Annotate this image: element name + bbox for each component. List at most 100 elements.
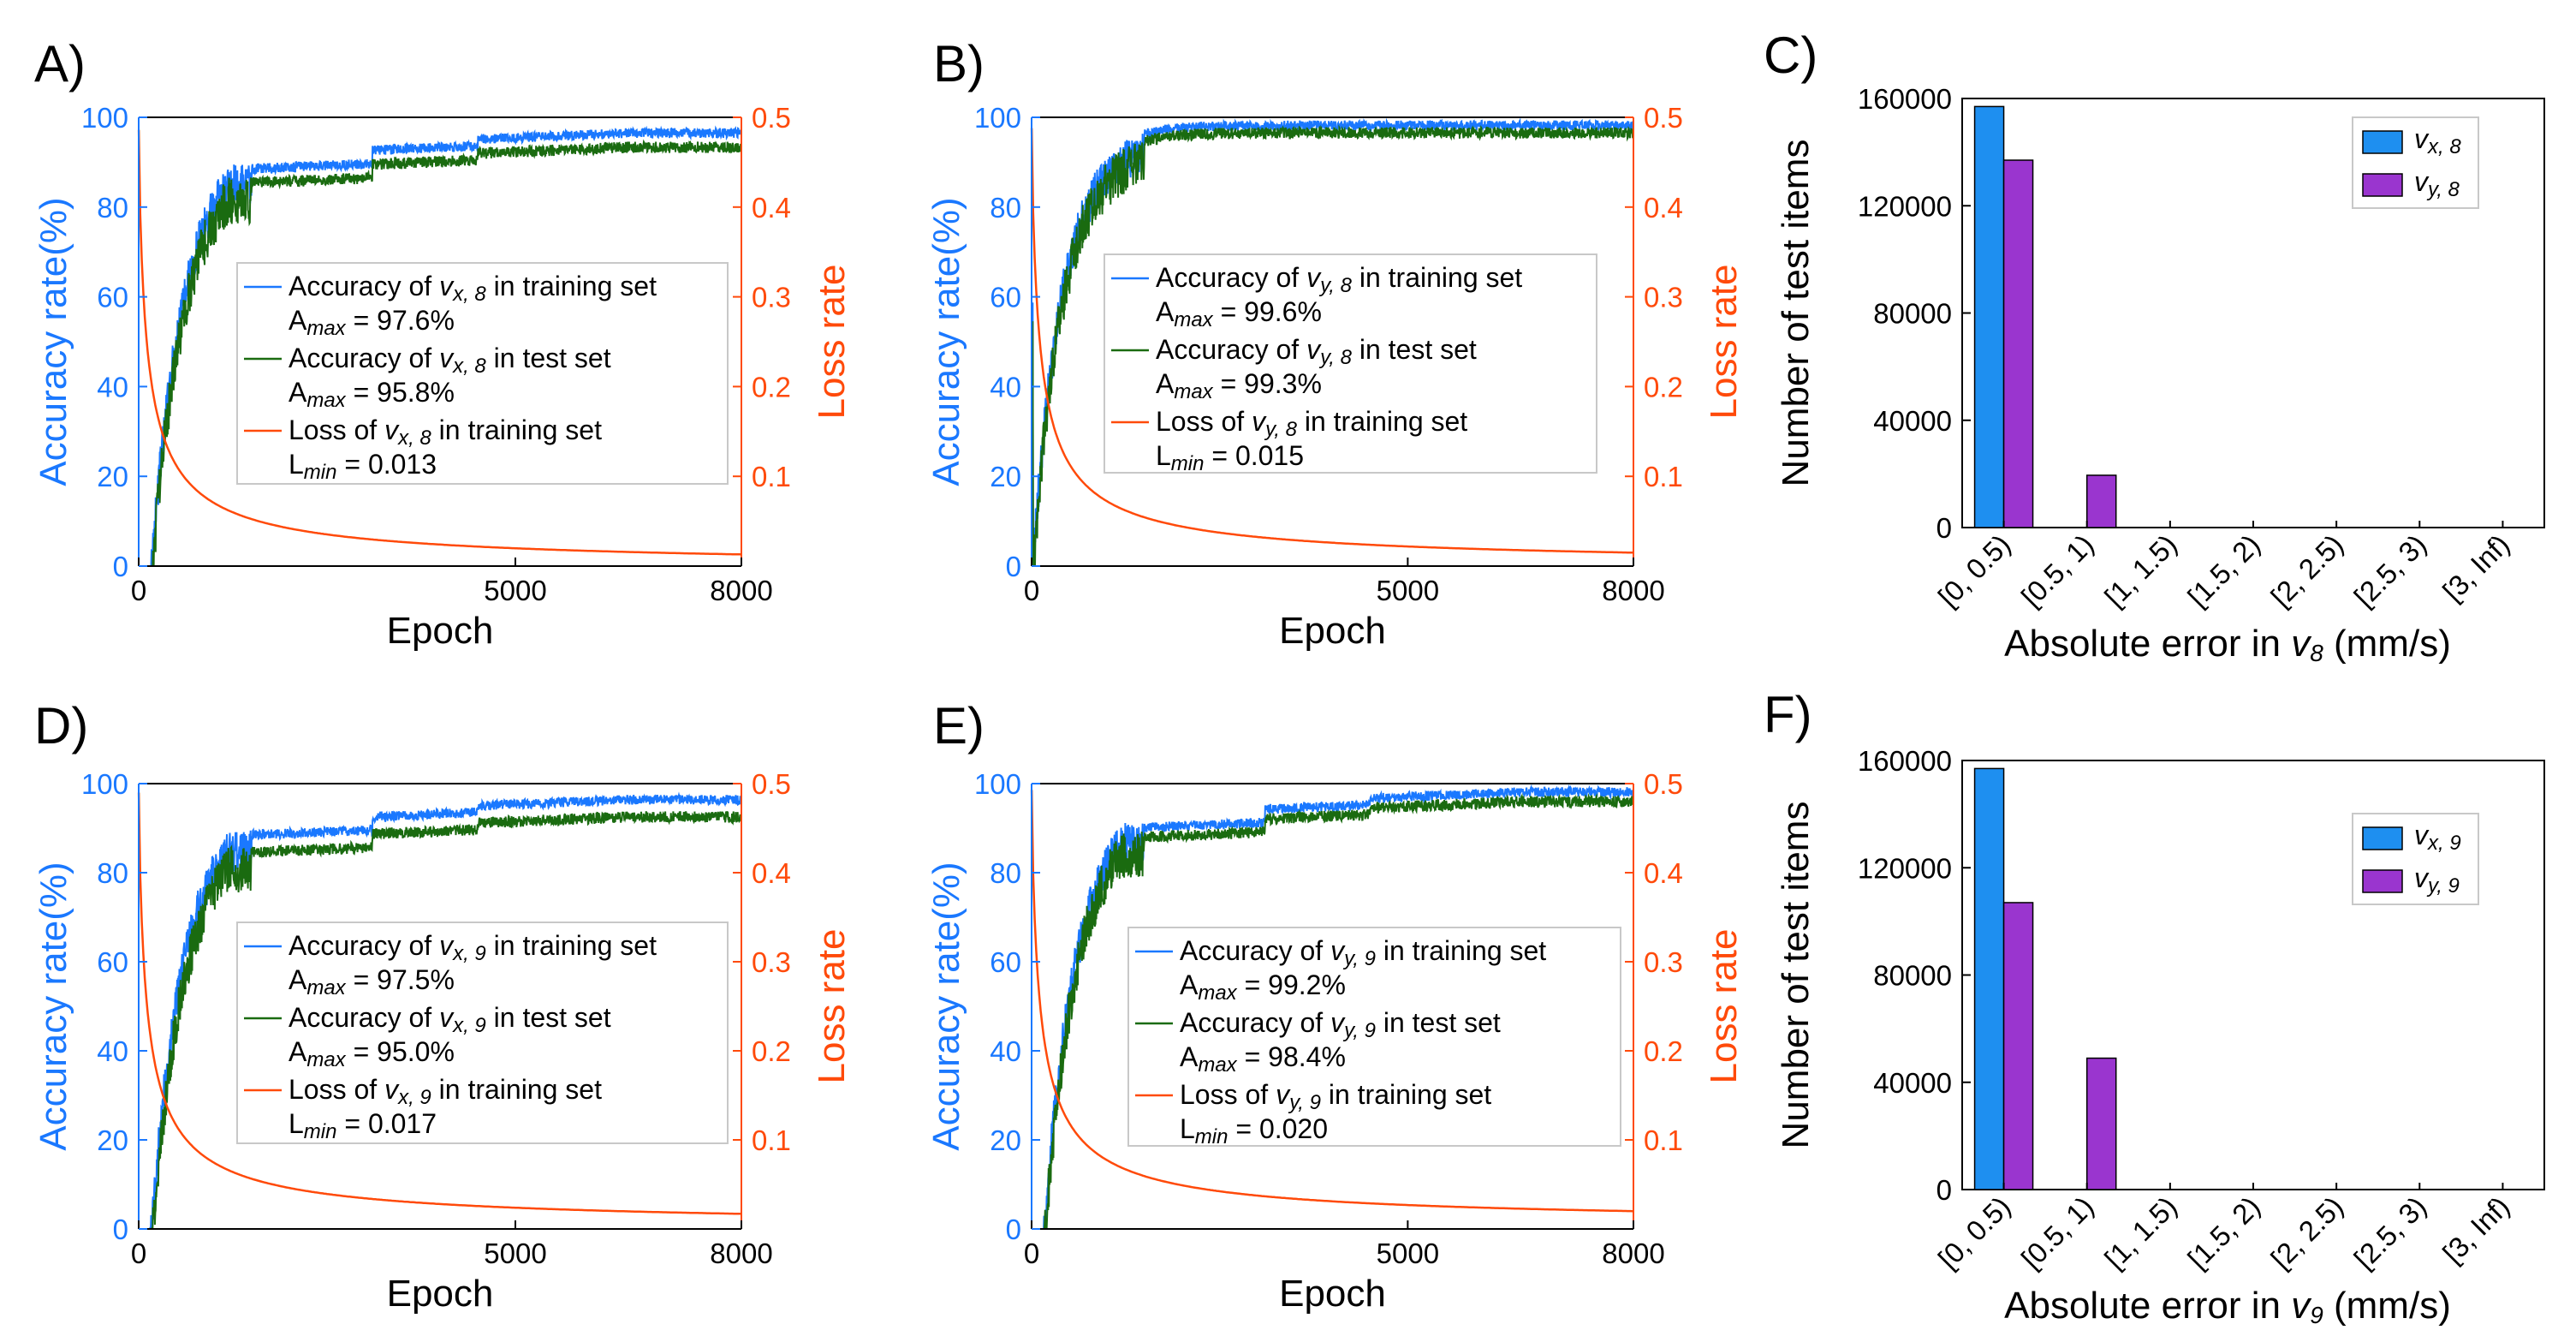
x-tick-label: [2, 2.5)	[2264, 1190, 2349, 1275]
legend-text: A	[289, 964, 307, 995]
x-tick-label: 0	[131, 575, 146, 606]
x-tick-label: 0	[1024, 1238, 1039, 1269]
y-left-tick-label: 0	[1006, 1214, 1021, 1245]
y-right-tick-label: 0.3	[1644, 282, 1683, 313]
legend-variable: v	[2414, 820, 2430, 850]
legend-subscript: y, 8	[2426, 178, 2460, 201]
legend-variable: v	[2414, 862, 2430, 893]
legend-subscript: min	[304, 1120, 337, 1143]
axis-title-text: Absolute error in	[2004, 623, 2291, 665]
panel-label: B)	[933, 35, 985, 92]
legend-subscript: max	[306, 976, 346, 999]
legend-entry-stat: Lmin = 0.017	[289, 1108, 437, 1143]
y-tick-label: 40000	[1873, 405, 1952, 437]
legend: vx, 8vy, 8	[2352, 116, 2479, 209]
x-tick-label: 0	[1024, 575, 1039, 606]
y-right-tick-label: 0.3	[752, 946, 791, 978]
y-left-axis-title: Accuracy rate(%)	[33, 197, 74, 486]
x-tick-label: 8000	[710, 1238, 772, 1269]
y-right-tick-label: 0.1	[1644, 461, 1683, 492]
panel-d: D) 0 5000 8000 0 20 40 60 80 100 0.1 0.2 0.3 0.4 0.5 Ep…	[33, 697, 853, 1315]
legend-entry-label: Loss of vx, 8 in training set	[289, 415, 602, 450]
legend-entry-stat: Amax = 95.8%	[289, 377, 455, 412]
legend-subscript: y, 8	[1318, 274, 1353, 297]
legend-entry-label: Accuracy of vx, 8 in test set	[289, 343, 611, 378]
legend-subscript: x, 9	[452, 942, 486, 965]
legend-variable: v	[1252, 406, 1267, 437]
legend-text: in training set	[486, 930, 657, 961]
legend-variable: v	[1330, 935, 1346, 966]
legend-variable: v	[439, 271, 455, 301]
x-tick-label: 8000	[710, 575, 772, 606]
x-tick-label: [1.5, 2)	[2181, 1190, 2266, 1275]
legend-variable: v	[384, 1074, 400, 1105]
legend-text: A	[289, 377, 307, 408]
legend-text: = 0.015	[1204, 440, 1304, 471]
legend-subscript: max	[1198, 1053, 1237, 1077]
y-left-tick-label: 40	[990, 1035, 1021, 1067]
y-tick-label: 120000	[1858, 190, 1952, 222]
y-left-tick-label: 20	[97, 1124, 128, 1156]
y-right-tick-label: 0.4	[752, 192, 791, 224]
y-right-tick-label: 0.3	[752, 282, 791, 313]
y-tick-label: 0	[1936, 1174, 1952, 1206]
y-left-axis-title: Accuracy rate(%)	[925, 862, 967, 1150]
series-line-train-accuracy	[139, 791, 742, 1230]
legend-subscript: max	[1174, 380, 1213, 403]
legend-variable: v	[1330, 1007, 1346, 1038]
y-right-axis-title: Loss rate	[811, 929, 853, 1084]
legend-text: = 97.5%	[346, 964, 455, 995]
x-axis-title: Epoch	[387, 610, 494, 652]
legend-subscript: min	[1171, 452, 1205, 475]
legend-text: A	[289, 1036, 307, 1067]
legend-entry-label: Accuracy of vy, 9 in test set	[1180, 1007, 1501, 1042]
legend-entry-stat: Amax = 97.6%	[289, 305, 455, 340]
y-right-tick-label: 0.4	[752, 857, 791, 889]
y-right-tick-label: 0.5	[1644, 768, 1683, 800]
legend-text: in training set	[1376, 935, 1546, 966]
y-left-tick-label: 0	[113, 1214, 128, 1245]
y-right-tick-label: 0.5	[752, 768, 791, 800]
x-tick-label: [1, 1.5)	[2098, 528, 2183, 613]
y-left-tick-label: 100	[974, 102, 1021, 134]
legend-text: = 95.8%	[346, 377, 455, 408]
legend-variable: v	[1276, 1079, 1291, 1110]
series-line-test-accuracy	[139, 139, 742, 567]
legend-text: Accuracy of	[289, 343, 439, 373]
x-tick-label: [3, Inf)	[2436, 528, 2515, 607]
x-axis-title: Epoch	[1279, 610, 1386, 652]
x-tick-label: 5000	[484, 575, 546, 606]
legend-text: = 0.013	[336, 449, 437, 480]
legend-text: Accuracy of	[289, 271, 439, 301]
y-left-axis-title: Accuracy rate(%)	[33, 862, 74, 1150]
legend-text: Loss of	[1156, 406, 1252, 437]
legend-subscript: x, 9	[397, 1086, 431, 1109]
y-left-tick-label: 80	[97, 857, 128, 889]
legend-text: Accuracy of	[1180, 935, 1330, 966]
legend-text: Accuracy of	[1156, 262, 1306, 293]
panel-label: F)	[1764, 686, 1812, 743]
axis-title-text: (mm/s)	[2323, 1285, 2451, 1327]
y-axis-title: Number of test items	[1775, 140, 1817, 487]
y-left-tick-label: 100	[81, 102, 128, 134]
panel-b: B) 0 5000 8000 0 20 40 60 80 100 0.1 0.2 0.3 0.4 0.5 Ep…	[925, 35, 1745, 652]
legend-entry-label: Accuracy of vy, 8 in test set	[1156, 334, 1477, 369]
legend-text: = 95.0%	[346, 1036, 455, 1067]
panel-a: A) 0 5000 8000 0 20 40 60 80 100 0.1 0.2 0.3 0.4 0.5 Ep…	[33, 35, 853, 652]
legend-entry-stat: Amax = 99.2%	[1180, 969, 1346, 1005]
legend-entry-stat: Lmin = 0.020	[1180, 1113, 1328, 1148]
y-right-tick-label: 0.2	[752, 1035, 791, 1067]
y-right-tick-label: 0.5	[752, 102, 791, 134]
x-tick-label: [1.5, 2)	[2181, 528, 2266, 613]
y-right-tick-label: 0.4	[1644, 857, 1683, 889]
legend-entry-label: Accuracy of vx, 8 in training set	[289, 271, 657, 306]
axis-title-variable: v	[2291, 1285, 2312, 1327]
x-tick-label: 5000	[484, 1238, 546, 1269]
legend-subscript: x, 8	[452, 283, 486, 306]
legend-text: in training set	[486, 271, 657, 301]
legend-entry-stat: Amax = 95.0%	[289, 1036, 455, 1071]
legend-subscript: x, 8	[397, 426, 431, 450]
legend-text: Loss of	[289, 1074, 384, 1105]
series-line-test-accuracy	[1031, 124, 1634, 567]
